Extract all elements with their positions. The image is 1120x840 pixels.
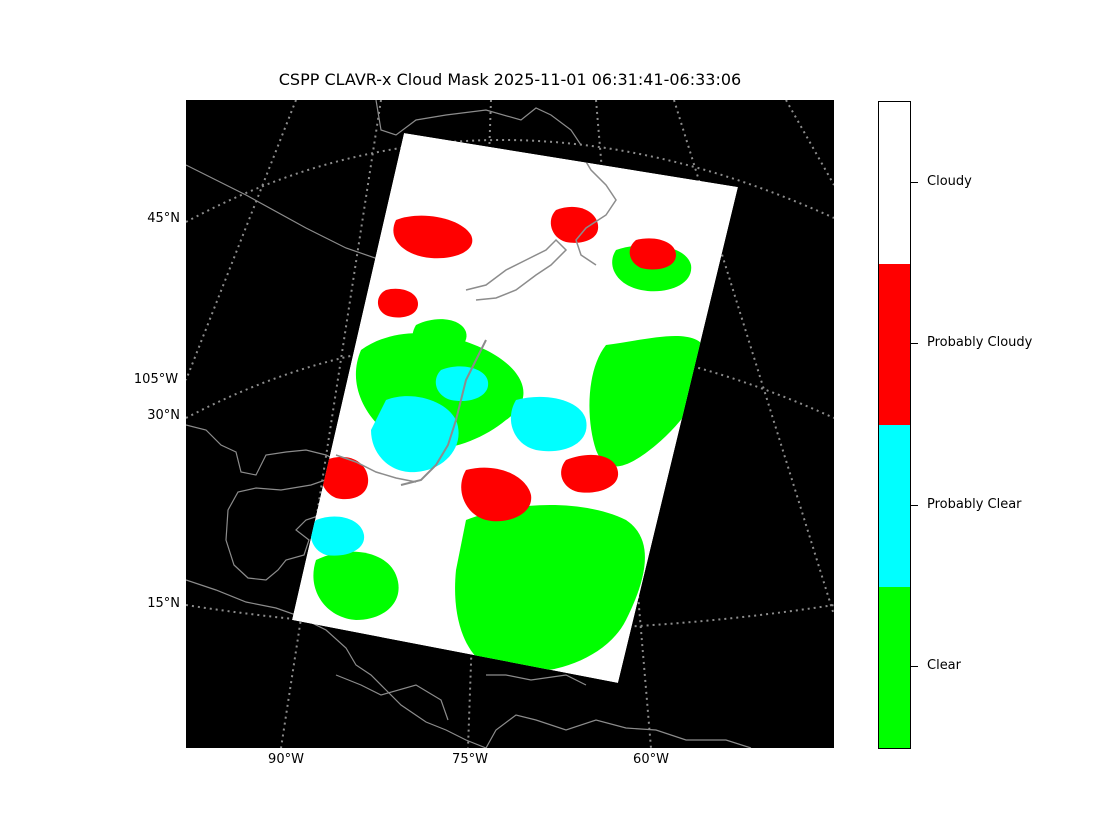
lon-label-90w: 90°W — [268, 752, 304, 767]
probably-cloudy-region — [561, 454, 619, 493]
probably-cloudy-region — [629, 238, 676, 270]
lon-label-75w: 75°W — [452, 752, 488, 767]
colorbar-tick — [910, 343, 918, 344]
map-panel — [186, 100, 834, 748]
colorbar-segment-probably-clear — [879, 425, 910, 587]
graticule-lat-15 — [186, 604, 834, 631]
graticule-lon-105 — [186, 100, 297, 381]
clear-region — [313, 551, 399, 620]
graticule-lat-45 — [186, 139, 834, 223]
clear-region — [589, 335, 708, 467]
colorbar-label-cloudy: Cloudy — [927, 174, 972, 189]
probably-clear-region — [510, 396, 587, 452]
colorbar — [878, 101, 911, 749]
graticule-lon-30 — [785, 100, 834, 186]
coastline-caribbean — [335, 674, 587, 721]
graticule-lon-90 — [280, 100, 382, 748]
colorbar-label-clear: Clear — [927, 658, 961, 673]
colorbar-segment-cloudy — [879, 102, 910, 264]
probably-clear-region — [310, 516, 365, 556]
chart-title: CSPP CLAVR-x Cloud Mask 2025-11-01 06:31… — [278, 70, 742, 89]
colorbar-label-probably-clear: Probably Clear — [927, 497, 1022, 512]
colorbar-segment-probably-cloudy — [879, 263, 910, 425]
colorbar-segment-clear — [879, 586, 910, 748]
probably-cloudy-region — [393, 215, 473, 259]
cloud-mask-swath — [292, 133, 738, 683]
colorbar-tick — [910, 182, 918, 183]
clear-region — [412, 319, 467, 355]
graticule-lon-45 — [673, 100, 834, 616]
colorbar-tick — [910, 666, 918, 667]
coastline-central-america — [186, 579, 487, 748]
coastline-swath-river — [400, 339, 487, 486]
probably-cloudy-region — [550, 206, 599, 243]
lat-label-15n: 15°N — [147, 596, 180, 611]
lon-label-60w: 60°W — [633, 752, 669, 767]
coastline-labrador — [375, 100, 582, 146]
colorbar-label-probably-cloudy: Probably Cloudy — [927, 335, 1033, 350]
colorbar-tick — [910, 505, 918, 506]
coastline-gulf — [186, 424, 337, 581]
probably-cloudy-region — [377, 288, 418, 318]
probably-clear-region — [371, 396, 459, 473]
probably-cloudy-region — [320, 456, 369, 500]
coastline-swath-great-lakes — [465, 238, 568, 301]
clear-region — [455, 505, 645, 673]
lat-label-30n: 30°N — [147, 408, 180, 423]
map-svg — [186, 100, 834, 748]
coastline-north — [186, 164, 402, 276]
coastline-south-america — [485, 714, 752, 748]
probably-clear-region — [435, 366, 489, 402]
lon-label-105w: 105°W — [133, 372, 179, 387]
coastline-swath-east — [575, 144, 617, 266]
probably-cloudy-region — [461, 467, 532, 522]
coastline-swath-gulf — [335, 454, 417, 483]
lat-label-45n: 45°N — [147, 211, 180, 226]
